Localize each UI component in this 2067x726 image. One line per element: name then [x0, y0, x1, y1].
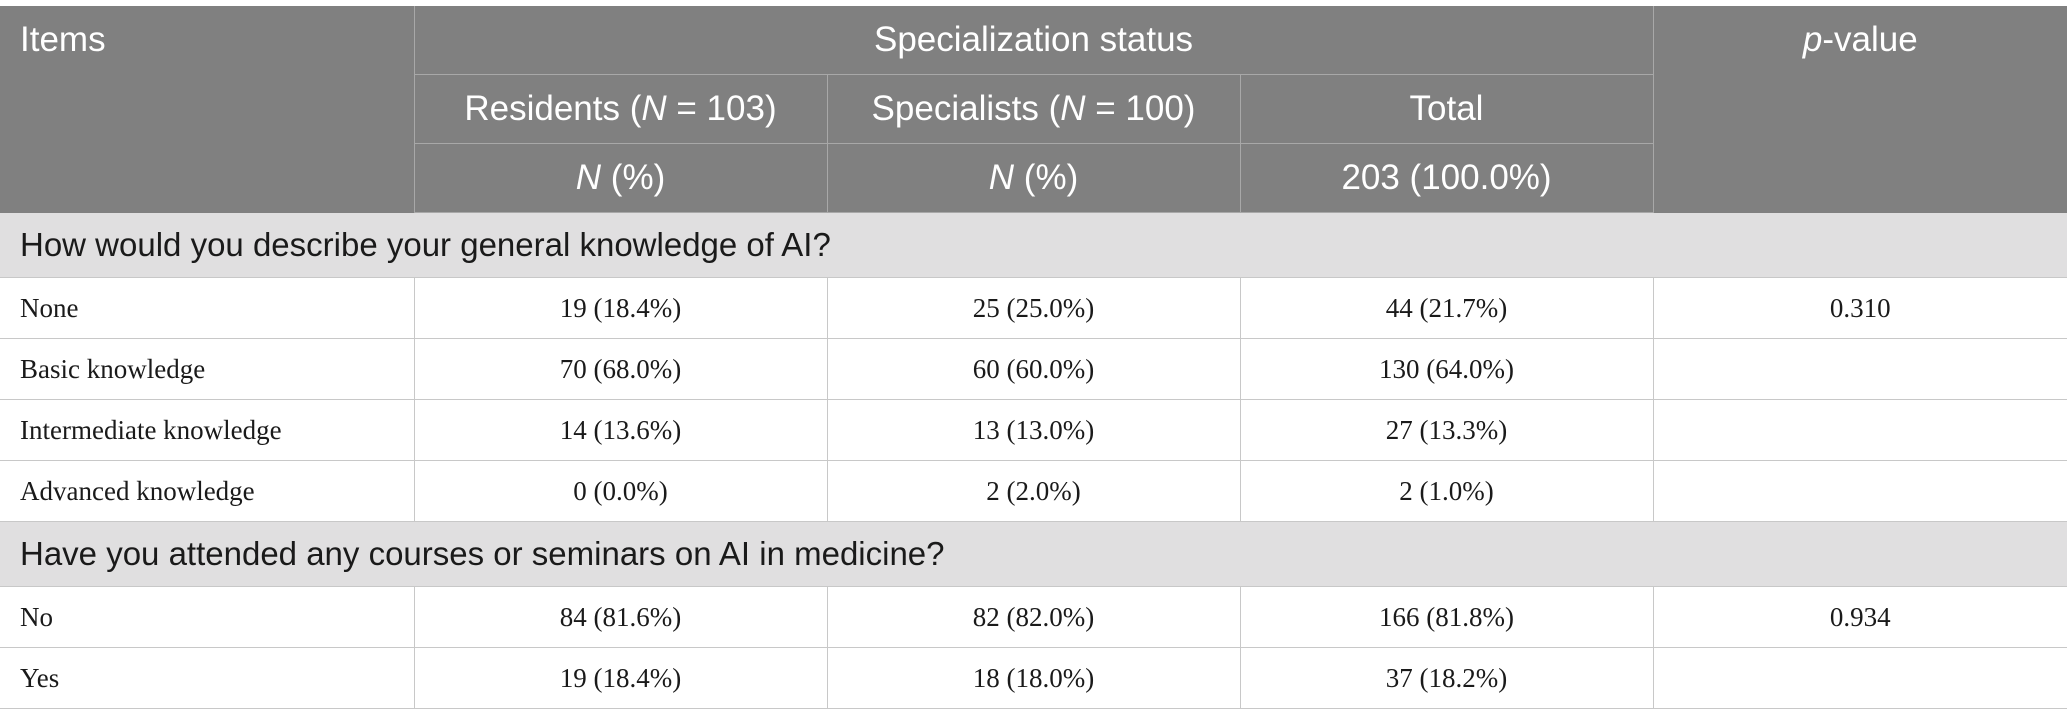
header-residents-unit: N (%) — [414, 143, 828, 213]
cell-total: 130 (64.0%) — [1240, 338, 1654, 400]
table-row: Yes 19 (18.4%) 18 (18.0%) 37 (18.2%) — [0, 647, 2067, 709]
header-p-value: p-value — [1653, 6, 2067, 213]
row-label: No — [0, 586, 415, 648]
table-header: Items Specialization status p-value Resi… — [0, 6, 2067, 213]
cell-p-value — [1653, 399, 2067, 461]
cell-residents: 19 (18.4%) — [414, 647, 828, 709]
header-p-value-rest: -value — [1822, 20, 1918, 59]
table-row: None 19 (18.4%) 25 (25.0%) 44 (21.7%) 0.… — [0, 277, 2067, 339]
cell-total: 27 (13.3%) — [1240, 399, 1654, 461]
results-table: Items Specialization status p-value Resi… — [0, 6, 2067, 709]
cell-specialists: 13 (13.0%) — [827, 399, 1241, 461]
header-residents-unit-rest: (%) — [601, 158, 666, 197]
cell-p-value — [1653, 460, 2067, 522]
header-residents-post: = 103) — [666, 89, 777, 128]
header-specialists-n: N — [1060, 89, 1086, 128]
cell-p-value: 0.934 — [1653, 586, 2067, 648]
header-specialists-pre: Specialists ( — [871, 89, 1061, 128]
header-total-unit: 203 (100.0%) — [1240, 143, 1654, 213]
cell-specialists: 60 (60.0%) — [827, 338, 1241, 400]
cell-specialists: 18 (18.0%) — [827, 647, 1241, 709]
header-specialists-unit: N (%) — [827, 143, 1241, 213]
header-specialists-unit-rest: (%) — [1014, 158, 1079, 197]
cell-residents: 84 (81.6%) — [414, 586, 828, 648]
cell-residents: 0 (0.0%) — [414, 460, 828, 522]
cell-specialists: 2 (2.0%) — [827, 460, 1241, 522]
cell-residents: 19 (18.4%) — [414, 277, 828, 339]
section-title: How would you describe your general know… — [0, 212, 2067, 278]
row-label: Intermediate knowledge — [0, 399, 415, 461]
header-residents-n: N — [641, 89, 667, 128]
header-items: Items — [0, 6, 415, 213]
cell-total: 37 (18.2%) — [1240, 647, 1654, 709]
cell-specialists: 25 (25.0%) — [827, 277, 1241, 339]
cell-p-value — [1653, 338, 2067, 400]
header-specialization-status: Specialization status — [414, 6, 1654, 75]
table-body: How would you describe your general know… — [0, 212, 2067, 709]
table-row: Advanced knowledge 0 (0.0%) 2 (2.0%) 2 (… — [0, 460, 2067, 522]
cell-specialists: 82 (82.0%) — [827, 586, 1241, 648]
cell-p-value — [1653, 647, 2067, 709]
section-row: How would you describe your general know… — [0, 212, 2067, 278]
results-table-container: Items Specialization status p-value Resi… — [0, 6, 2067, 709]
table-row: No 84 (81.6%) 82 (82.0%) 166 (81.8%) 0.9… — [0, 586, 2067, 648]
header-residents-unit-n: N — [575, 158, 602, 197]
cell-residents: 70 (68.0%) — [414, 338, 828, 400]
row-label: Basic knowledge — [0, 338, 415, 400]
cell-p-value: 0.310 — [1653, 277, 2067, 339]
row-label: None — [0, 277, 415, 339]
header-p-value-italic: p — [1802, 20, 1823, 59]
table-row: Basic knowledge 70 (68.0%) 60 (60.0%) 13… — [0, 338, 2067, 400]
row-label: Advanced knowledge — [0, 460, 415, 522]
table-row: Intermediate knowledge 14 (13.6%) 13 (13… — [0, 399, 2067, 461]
header-specialists-post: = 100) — [1085, 89, 1196, 128]
section-row: Have you attended any courses or seminar… — [0, 521, 2067, 587]
header-specialists-unit-n: N — [988, 158, 1015, 197]
cell-total: 44 (21.7%) — [1240, 277, 1654, 339]
header-residents: Residents (N = 103) — [414, 74, 828, 144]
cell-total: 166 (81.8%) — [1240, 586, 1654, 648]
header-residents-pre: Residents ( — [464, 89, 642, 128]
header-total: Total — [1240, 74, 1654, 144]
cell-residents: 14 (13.6%) — [414, 399, 828, 461]
section-title: Have you attended any courses or seminar… — [0, 521, 2067, 587]
header-specialists: Specialists (N = 100) — [827, 74, 1241, 144]
row-label: Yes — [0, 647, 415, 709]
cell-total: 2 (1.0%) — [1240, 460, 1654, 522]
